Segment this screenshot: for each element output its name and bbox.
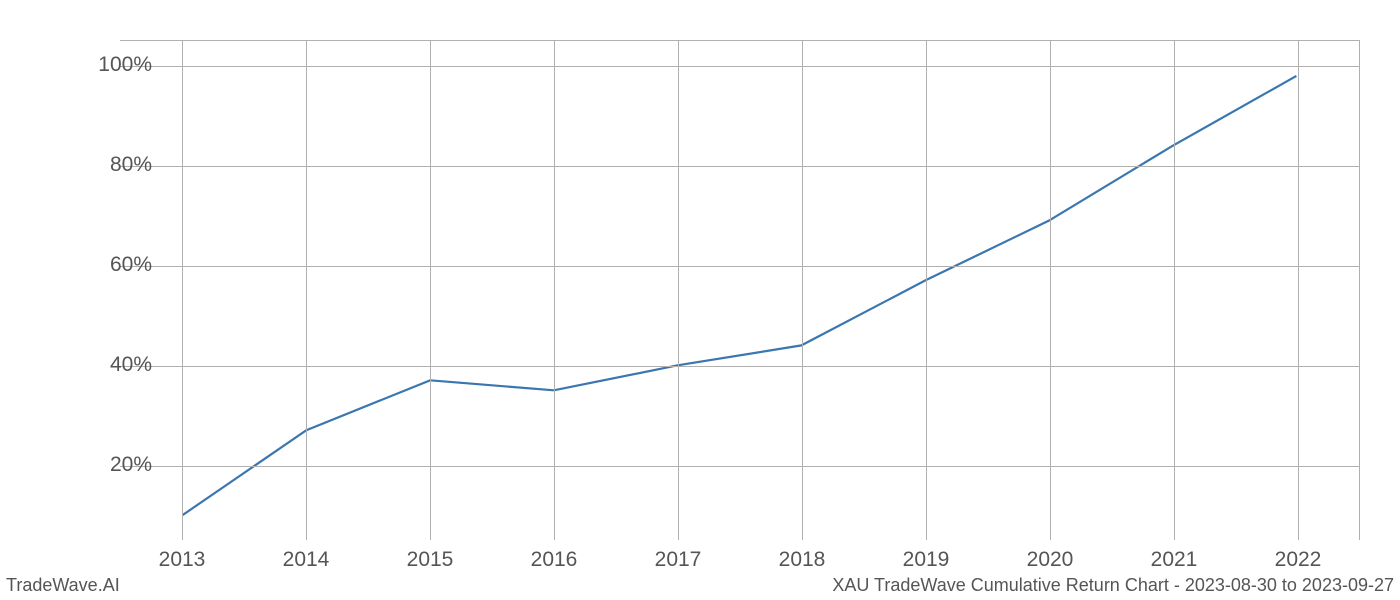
grid-line-vertical [306,41,307,540]
grid-line-vertical [430,41,431,540]
footer-title: XAU TradeWave Cumulative Return Chart - … [832,575,1394,596]
data-line [183,76,1297,515]
x-axis-tick-label: 2014 [283,548,330,572]
y-axis-tick-label: 20% [52,453,152,477]
y-axis-tick-label: 60% [52,253,152,277]
grid-line-vertical [554,41,555,540]
grid-line-vertical [1298,41,1299,540]
chart-container [120,40,1360,540]
y-axis-tick-label: 40% [52,353,152,377]
x-axis-tick-label: 2015 [407,548,454,572]
x-axis-tick-label: 2016 [531,548,578,572]
x-axis-tick-label: 2018 [779,548,826,572]
x-axis-tick-label: 2019 [903,548,950,572]
grid-line-vertical [802,41,803,540]
y-axis-tick-label: 100% [52,53,152,77]
plot-area [120,40,1360,540]
grid-line-vertical [1050,41,1051,540]
x-axis-tick-label: 2020 [1027,548,1074,572]
grid-line-vertical [678,41,679,540]
grid-line-vertical [182,41,183,540]
x-axis-tick-label: 2021 [1151,548,1198,572]
x-axis-tick-label: 2022 [1275,548,1322,572]
grid-line-vertical [1174,41,1175,540]
x-axis-tick-label: 2017 [655,548,702,572]
grid-line-vertical [926,41,927,540]
y-axis-tick-label: 80% [52,153,152,177]
x-axis-tick-label: 2013 [159,548,206,572]
footer-brand: TradeWave.AI [6,575,120,596]
